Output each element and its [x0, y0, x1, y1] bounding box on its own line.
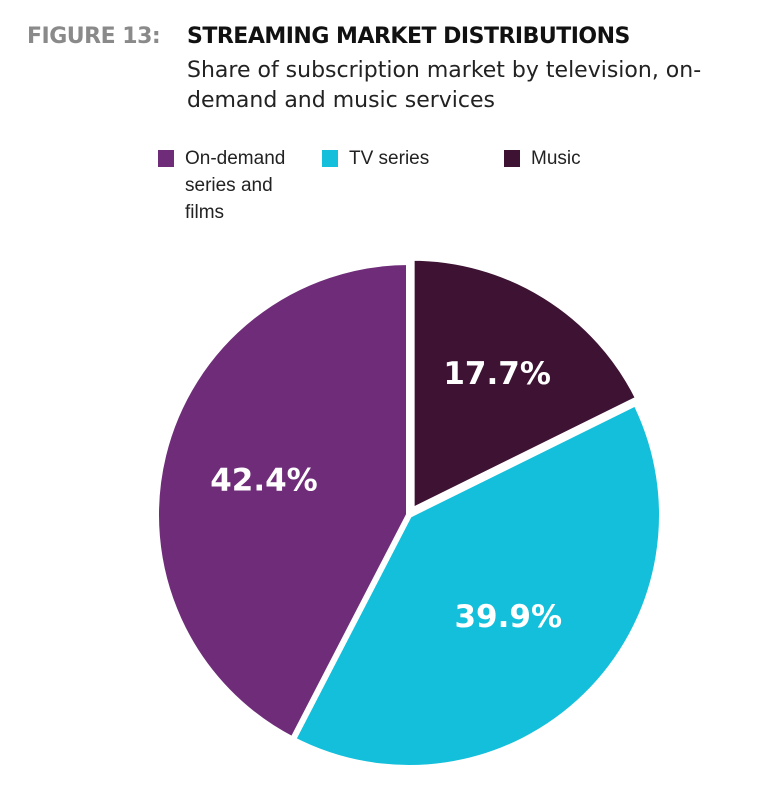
legend-swatch	[158, 150, 174, 167]
legend-swatch	[322, 150, 338, 167]
chart-subtitle: Share of subscription market by televisi…	[187, 58, 702, 113]
legend-label: TV series	[349, 148, 430, 169]
pie-slice-on-demand-series-and-films	[153, 259, 412, 743]
legend-item-tv-series: TV series	[322, 145, 429, 172]
slice-data-label: 17.7%	[443, 356, 551, 392]
figure-label: FIGURE 13:	[27, 24, 161, 49]
legend-item-on-demand: On-demand series and films	[158, 145, 288, 226]
legend-label: On-demand series and films	[185, 148, 286, 223]
legend-item-music: Music	[504, 145, 581, 172]
pie-slice-tv-series	[289, 399, 665, 771]
legend-label: Music	[531, 148, 581, 169]
legend-swatch	[504, 150, 520, 167]
pie-slice-music	[408, 254, 642, 514]
slice-data-label: 42.4%	[210, 463, 318, 499]
slice-data-label: 39.9%	[454, 599, 562, 635]
chart-title: STREAMING MARKET DISTRIBUTIONS	[187, 24, 630, 49]
